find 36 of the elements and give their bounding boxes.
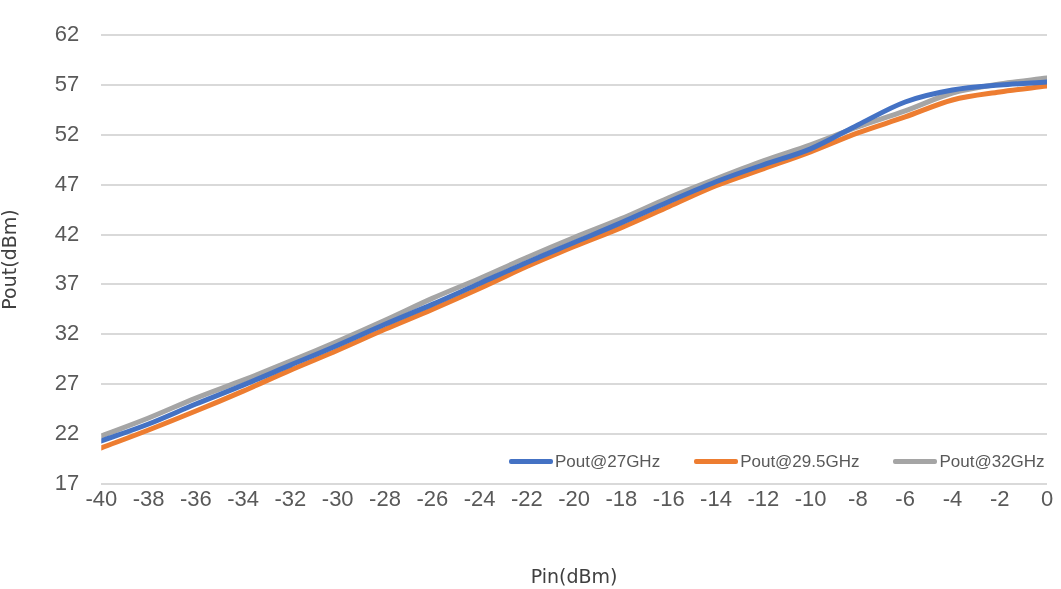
x-tick-label: -8: [848, 486, 868, 512]
y-tick-label: 37: [54, 270, 80, 296]
x-tick-label: -22: [510, 486, 543, 512]
x-tick-label: -4: [942, 486, 963, 512]
x-tick-label: -36: [179, 486, 212, 512]
legend-label: Pout@32GHz: [939, 451, 1045, 472]
x-tick-label: -20: [558, 486, 591, 512]
x-tick-label: -2: [989, 486, 1010, 512]
x-tick-label: -28: [369, 486, 401, 512]
x-tick-label: 0: [1040, 486, 1054, 512]
x-axis-title: Pin(dBm): [530, 564, 618, 587]
y-tick-label: 17: [54, 469, 80, 495]
x-tick-label: -18: [605, 486, 638, 512]
y-tick-label: 62: [54, 21, 80, 47]
x-tick-label: -14: [700, 486, 732, 512]
x-tick-label: -12: [747, 486, 780, 512]
x-tick-label: -24: [463, 486, 496, 512]
x-tick-label: -6: [895, 486, 915, 512]
x-tick-label: -16: [652, 486, 685, 512]
x-tick-label: -40: [85, 486, 118, 512]
x-tick-label: -34: [227, 486, 260, 512]
legend-label: Pout@29.5GHz: [740, 451, 860, 472]
y-tick-label: 57: [54, 71, 80, 97]
y-tick-label: 52: [54, 120, 80, 146]
x-tick-label: -32: [274, 486, 307, 512]
legend-label: Pout@27GHz: [555, 451, 661, 472]
x-tick-label: -38: [132, 486, 165, 512]
x-tick-label: -26: [416, 486, 449, 512]
y-tick-label: 22: [54, 420, 80, 446]
x-tick-label: -30: [321, 486, 354, 512]
y-tick-label: 27: [54, 370, 80, 396]
y-tick-label: 47: [54, 170, 80, 196]
y-tick-label: 32: [54, 320, 80, 346]
y-tick-label: 42: [54, 220, 80, 246]
x-tick-label: -10: [794, 486, 827, 512]
y-axis-title: Pout(dBm): [0, 209, 21, 310]
